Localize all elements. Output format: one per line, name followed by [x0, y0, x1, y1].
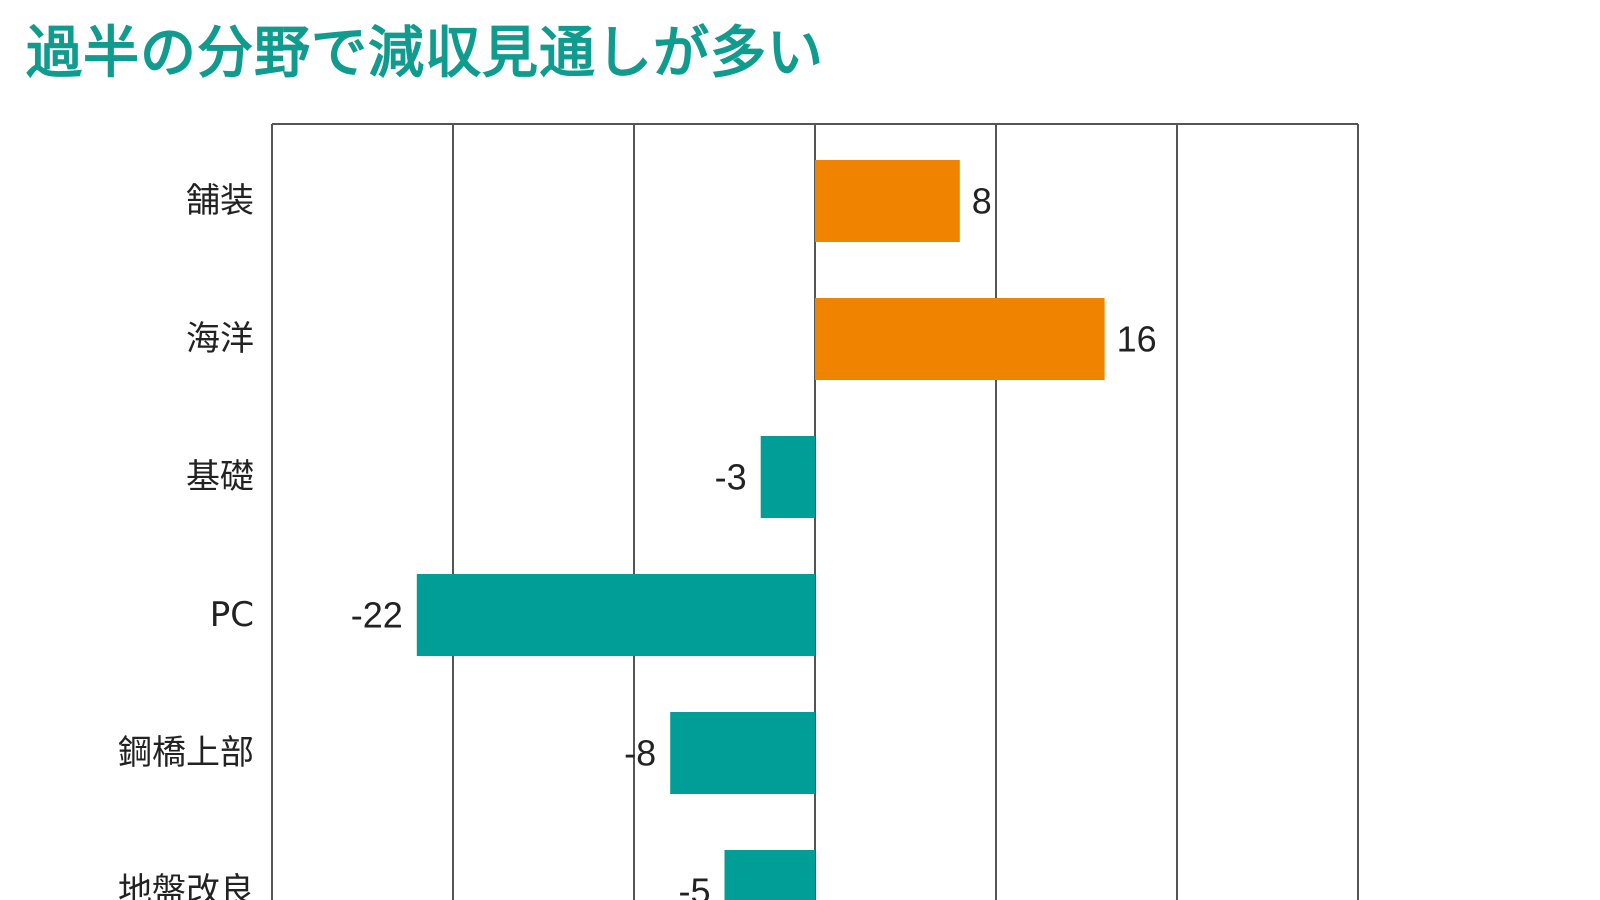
bar-2 [760, 436, 815, 518]
category-label: 地盤改良 [118, 871, 254, 900]
data-label: 16 [1117, 319, 1157, 360]
category-label: 基礎 [186, 457, 254, 497]
bar-4 [670, 712, 815, 794]
data-label: -5 [678, 871, 710, 900]
gridlines [271, 123, 1359, 900]
bar-0 [815, 160, 960, 242]
category-label: PC [210, 595, 254, 635]
chart-title: 過半の分野で減収見通しが多い [26, 21, 824, 86]
bar-5 [724, 850, 815, 900]
data-label: -22 [351, 595, 403, 636]
category-label: 海洋 [186, 319, 254, 359]
labels: 舗装 8 海洋 16 基礎 -3 PC -22 鋼橋上部 -8 地盤改良 -5 [118, 181, 1157, 900]
data-label: 8 [972, 181, 992, 222]
data-label: -8 [624, 733, 656, 774]
bars [416, 160, 1105, 900]
bar-3 [416, 574, 815, 656]
category-label: 舗装 [186, 181, 254, 221]
bar-1 [815, 298, 1105, 380]
data-label: -3 [715, 457, 747, 498]
category-label: 鋼橋上部 [118, 733, 254, 773]
